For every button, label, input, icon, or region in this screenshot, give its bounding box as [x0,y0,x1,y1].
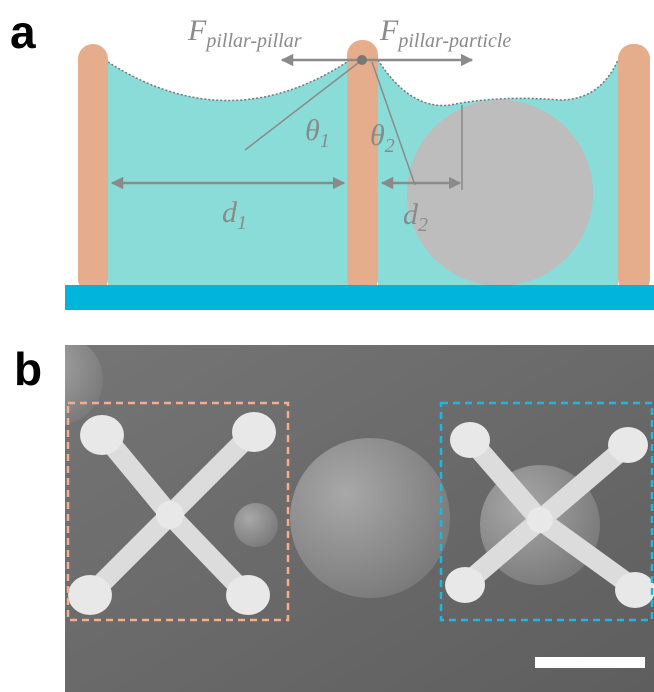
figure: a Fpillar-pillar Fpillar-particle θ1 θ2 … [0,0,654,692]
sem-image [13,335,654,692]
pillar [347,40,378,294]
pillar [618,44,650,294]
subscript: 1 [237,212,247,234]
symbol: θ [370,119,385,152]
panel-b: b [13,335,654,692]
panel-a: a Fpillar-pillar Fpillar-particle θ1 θ2 … [10,6,654,310]
symbol: d [403,198,419,231]
symbol: d [222,196,238,229]
pillar [78,44,108,294]
contact-point [357,55,367,65]
panel-label: b [14,343,42,395]
panel-label: a [10,6,36,58]
subscript: pillar-pillar [204,30,301,52]
force-label: Fpillar-pillar [187,14,302,52]
liquid [108,60,350,285]
subscript: 1 [320,130,330,152]
subscript: pillar-particle [396,30,511,52]
subscript: 2 [418,214,428,236]
subscript: 2 [385,135,395,157]
symbol: F [379,14,399,47]
force-label: Fpillar-particle [379,14,511,52]
substrate [65,285,654,310]
symbol: θ [305,114,320,147]
particle [407,100,593,286]
symbol: F [187,14,207,47]
